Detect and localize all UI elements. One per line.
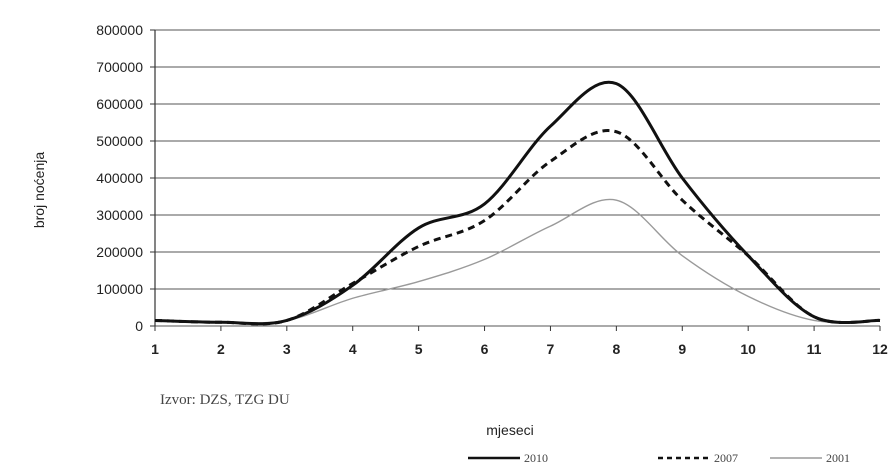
y-tick-label: 400000 [96, 170, 143, 186]
source-note: Izvor: DZS, TZG DU [160, 392, 290, 408]
x-tick-label: 11 [807, 341, 822, 357]
x-tick-label: 4 [349, 341, 357, 357]
x-tick-label: 10 [740, 341, 756, 357]
x-tick-label: 1 [151, 341, 159, 357]
x-tick-label: 7 [547, 341, 555, 357]
legend: 2010 2007 2001 [468, 451, 850, 465]
x-tick-label: 5 [415, 341, 423, 357]
x-tick-label: 6 [481, 341, 489, 357]
x-tick-label: 3 [283, 341, 291, 357]
y-tick-label: 700000 [96, 59, 143, 75]
y-tick-labels: 0 100000 200000 300000 400000 500000 600000 700… [96, 22, 143, 334]
y-tick-label: 600000 [96, 96, 143, 112]
series-lines [154, 80, 881, 326]
y-tick-label: 200000 [96, 244, 143, 260]
series-line-2007 [154, 129, 881, 326]
x-tick-label: 2 [217, 341, 225, 357]
y-tick-label: 100000 [96, 281, 143, 297]
y-tick-label: 500000 [96, 133, 143, 149]
x-axis-label: mjeseci [486, 422, 533, 438]
series-line-2010 [154, 80, 881, 326]
legend-label-2001: 2001 [826, 451, 850, 465]
x-tick-label: 8 [612, 341, 620, 357]
x-tick-labels: 1 2 3 4 5 6 7 8 9 10 11 12 [151, 326, 888, 357]
gridlines [150, 29, 880, 327]
y-tick-label: 800000 [96, 22, 143, 38]
y-tick-label: 300000 [96, 207, 143, 223]
x-tick-label: 12 [872, 341, 888, 357]
legend-label-2007: 2007 [714, 451, 738, 465]
legend-label-2010: 2010 [524, 451, 548, 465]
series-line-2001 [154, 198, 881, 324]
y-axis-label: broj noćenja [31, 152, 47, 228]
x-tick-label: 9 [678, 341, 686, 357]
y-tick-label: 0 [135, 318, 143, 334]
